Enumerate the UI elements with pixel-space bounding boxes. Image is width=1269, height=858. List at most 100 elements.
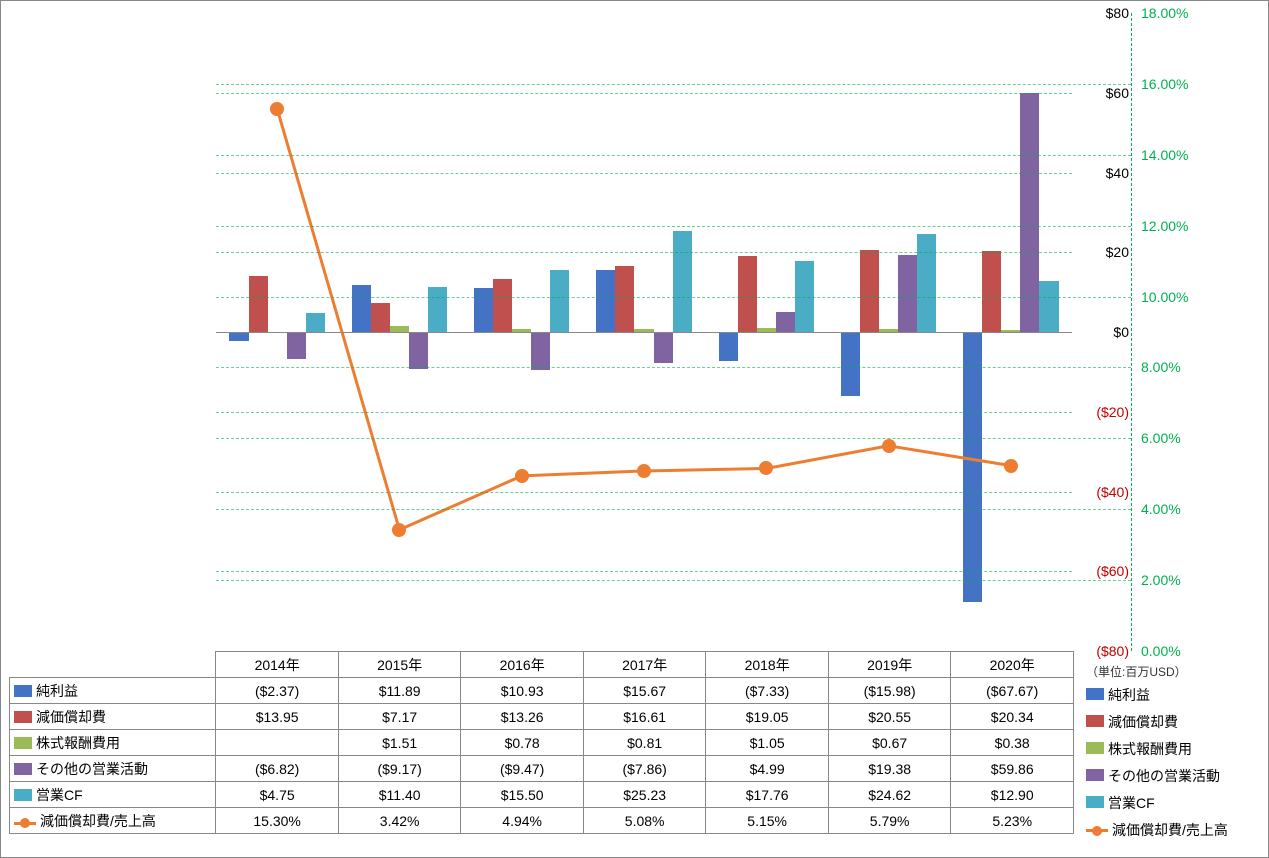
bar-s4	[531, 332, 550, 370]
line-marker	[392, 523, 406, 537]
bar-s4	[654, 332, 673, 363]
data-cell: $19.05	[706, 704, 829, 730]
data-cell: ($9.47)	[461, 756, 584, 782]
bar-s4	[287, 332, 306, 359]
bar-s1	[719, 332, 738, 361]
bar-s4	[898, 255, 917, 332]
category-header: 2016年	[461, 652, 584, 678]
data-cell: $20.34	[951, 704, 1074, 730]
data-cell: 4.94%	[461, 808, 584, 834]
data-cell: $11.89	[338, 678, 461, 704]
line-marker	[1004, 459, 1018, 473]
secondary-axis-tick-label: 12.00%	[1141, 218, 1201, 234]
data-cell: 5.08%	[583, 808, 706, 834]
data-cell: $13.26	[461, 704, 584, 730]
series-label: 株式報酬費用	[10, 730, 216, 756]
primary-axis-tick-label: $60	[1079, 85, 1129, 101]
data-cell: $13.95	[216, 704, 339, 730]
data-cell: ($67.67)	[951, 678, 1074, 704]
primary-axis-tick-label: ($40)	[1079, 484, 1129, 500]
primary-axis-tick-label: $20	[1079, 244, 1129, 260]
bar-s5	[306, 313, 325, 332]
secondary-axis-tick-label: 6.00%	[1141, 430, 1201, 446]
data-cell: $16.61	[583, 704, 706, 730]
category-header: 2018年	[706, 652, 829, 678]
data-cell: ($2.37)	[216, 678, 339, 704]
bar-s2	[493, 279, 512, 332]
data-cell: ($7.33)	[706, 678, 829, 704]
side-legend-item: 減価償却費/売上高	[1086, 816, 1228, 843]
secondary-axis-line	[1131, 13, 1132, 651]
data-cell: $1.51	[338, 730, 461, 756]
category-header: 2020年	[951, 652, 1074, 678]
data-cell: ($9.17)	[338, 756, 461, 782]
side-legend-item: 減価償却費	[1086, 708, 1228, 735]
category-header: 2014年	[216, 652, 339, 678]
data-cell: 5.15%	[706, 808, 829, 834]
bar-s4	[409, 332, 428, 369]
data-cell: 5.79%	[828, 808, 951, 834]
primary-axis-tick-label: ($80)	[1079, 643, 1129, 659]
data-cell: $0.38	[951, 730, 1074, 756]
bar-s5	[1039, 281, 1058, 332]
data-cell: 3.42%	[338, 808, 461, 834]
unit-label: （単位:百万USD）	[1086, 663, 1187, 680]
bar-s5	[673, 231, 692, 332]
line-marker	[270, 102, 284, 116]
bar-s2	[860, 250, 879, 332]
data-cell: $4.99	[706, 756, 829, 782]
bar-s5	[428, 287, 447, 332]
primary-axis-tick-label: $80	[1079, 5, 1129, 21]
data-cell: 15.30%	[216, 808, 339, 834]
primary-axis-tick-label: ($20)	[1079, 404, 1129, 420]
data-cell: $19.38	[828, 756, 951, 782]
side-legend: 純利益減価償却費株式報酬費用その他の営業活動営業CF減価償却費/売上高	[1086, 681, 1228, 843]
data-cell: $11.40	[338, 782, 461, 808]
category-header: 2015年	[338, 652, 461, 678]
data-cell: $25.23	[583, 782, 706, 808]
data-cell: ($15.98)	[828, 678, 951, 704]
secondary-axis-tick-label: 18.00%	[1141, 5, 1201, 21]
data-cell: $7.17	[338, 704, 461, 730]
line-marker	[882, 439, 896, 453]
data-cell: $15.50	[461, 782, 584, 808]
data-cell: $20.55	[828, 704, 951, 730]
side-legend-item: 純利益	[1086, 681, 1228, 708]
side-legend-item: 株式報酬費用	[1086, 735, 1228, 762]
secondary-axis-tick-label: 10.00%	[1141, 289, 1201, 305]
bar-s2	[738, 256, 757, 332]
side-legend-item: 営業CF	[1086, 789, 1228, 816]
line-marker	[515, 469, 529, 483]
bar-s1	[229, 332, 248, 341]
data-cell: $0.81	[583, 730, 706, 756]
data-cell: $24.62	[828, 782, 951, 808]
data-cell: $59.86	[951, 756, 1074, 782]
category-header: 2019年	[828, 652, 951, 678]
bar-s4	[776, 312, 795, 332]
secondary-axis-tick-label: 8.00%	[1141, 359, 1201, 375]
data-cell: $4.75	[216, 782, 339, 808]
series-label: 減価償却費	[10, 704, 216, 730]
series-label: その他の営業活動	[10, 756, 216, 782]
data-cell	[216, 730, 339, 756]
data-cell: $0.67	[828, 730, 951, 756]
bar-s2	[615, 266, 634, 332]
bar-s1	[841, 332, 860, 396]
bar-s1	[352, 285, 371, 332]
series-label: 営業CF	[10, 782, 216, 808]
primary-axis-tick-label: ($60)	[1079, 563, 1129, 579]
series-label: 減価償却費/売上高	[10, 808, 216, 834]
secondary-axis-tick-label: 14.00%	[1141, 147, 1201, 163]
data-cell: ($7.86)	[583, 756, 706, 782]
series-label: 純利益	[10, 678, 216, 704]
primary-axis-tick-label: $0	[1079, 324, 1129, 340]
secondary-axis-tick-label: 2.00%	[1141, 572, 1201, 588]
category-header: 2017年	[583, 652, 706, 678]
bar-s1	[596, 270, 615, 332]
side-legend-item: その他の営業活動	[1086, 762, 1228, 789]
data-cell: $15.67	[583, 678, 706, 704]
data-cell: $12.90	[951, 782, 1074, 808]
bar-s5	[550, 270, 569, 332]
bar-s2	[371, 303, 390, 332]
line-marker	[759, 461, 773, 475]
